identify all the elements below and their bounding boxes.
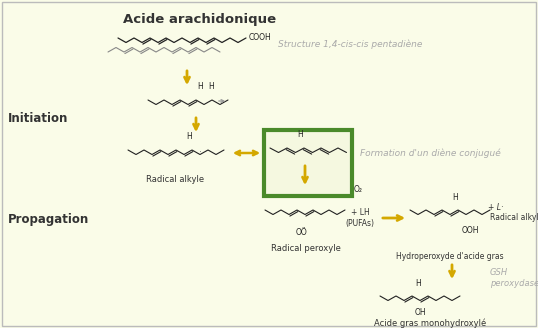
Text: H: H	[415, 279, 421, 288]
Text: Propagation: Propagation	[8, 214, 89, 227]
Text: H: H	[297, 130, 303, 139]
Text: + LH
(PUFAs): + LH (PUFAs)	[345, 208, 374, 228]
Text: Hydroperoxyde d'acide gras: Hydroperoxyde d'acide gras	[396, 252, 504, 261]
Text: Initiation: Initiation	[8, 112, 68, 125]
Text: COOH: COOH	[249, 33, 272, 43]
Text: Radical alkyle: Radical alkyle	[146, 175, 204, 184]
Text: O₂: O₂	[354, 184, 363, 194]
Text: Radical alkyle: Radical alkyle	[490, 213, 538, 221]
Bar	[264, 130, 352, 196]
Text: Acide gras monohydroxylé: Acide gras monohydroxylé	[374, 318, 486, 327]
Text: Structure 1,4-cis-cis pentadiène: Structure 1,4-cis-cis pentadiène	[278, 39, 422, 49]
Text: Acide arachidonique: Acide arachidonique	[123, 13, 277, 26]
Text: + L·: + L·	[488, 203, 504, 213]
Text: H: H	[452, 193, 458, 202]
Text: Formation d'un diène conjugué: Formation d'un diène conjugué	[359, 148, 500, 158]
Text: OÖ: OÖ	[296, 228, 308, 237]
Text: OH: OH	[414, 308, 426, 317]
Text: H: H	[208, 82, 214, 91]
Text: H: H	[186, 132, 192, 141]
Text: H: H	[197, 82, 203, 91]
Text: ·: ·	[199, 147, 202, 157]
Text: OOH: OOH	[462, 226, 479, 235]
Text: Radical peroxyle: Radical peroxyle	[271, 244, 341, 253]
Text: GSH
peroxydase: GSH peroxydase	[490, 268, 538, 288]
